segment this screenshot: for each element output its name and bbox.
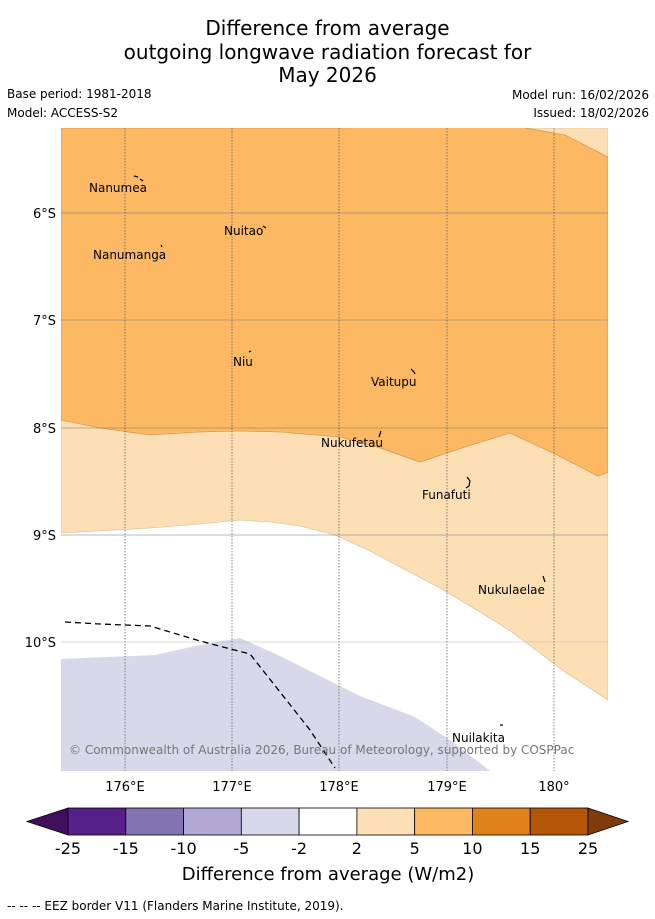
island-nanumea bbox=[133, 175, 144, 182]
island-nuitao bbox=[262, 225, 267, 229]
colorbar-segment bbox=[125, 807, 184, 836]
colorbar-segment bbox=[529, 807, 589, 836]
place-label-vaitupu: Vaitupu bbox=[371, 375, 417, 389]
place-label-nukulaelae: Nukulaelae bbox=[478, 583, 545, 597]
y-tick-label: 8°S bbox=[33, 422, 56, 437]
colorbar-segment bbox=[472, 807, 531, 836]
place-label-nanumanga: Nanumanga bbox=[93, 248, 166, 262]
colorbar-labels: -25 -15 -10 -5 -2 2 5 10 15 25 bbox=[55, 839, 598, 858]
island-vaitupu bbox=[410, 368, 416, 375]
map-area bbox=[61, 128, 608, 771]
island-niu bbox=[248, 350, 252, 353]
place-label-funafuti: Funafuti bbox=[422, 488, 471, 502]
anomaly-region-neg5-neg2 bbox=[61, 638, 490, 771]
place-names: Nanumea Nuitao Nanumanga Niu Vaitupu Nuk… bbox=[89, 181, 545, 745]
x-axis: 176°E 177°E 178°E 179°E 180° bbox=[105, 780, 569, 795]
y-tick-label: 6°S bbox=[33, 207, 56, 222]
island-marks bbox=[133, 175, 546, 726]
title-line-2: outgoing longwave radiation forecast for bbox=[123, 40, 532, 64]
y-tick-label: 9°S bbox=[33, 529, 56, 544]
place-label-nanumea: Nanumea bbox=[89, 181, 147, 195]
anomaly-region-5-10 bbox=[61, 128, 608, 477]
place-label-nuitao: Nuitao bbox=[224, 224, 263, 238]
colorbar-tick-label: -2 bbox=[291, 839, 307, 858]
colorbar bbox=[25, 807, 630, 836]
y-tick-label: 7°S bbox=[33, 314, 56, 329]
colorbar-title: Difference from average (W/m2) bbox=[182, 864, 474, 885]
place-label-niu: Niu bbox=[233, 355, 253, 369]
x-tick-label: 180° bbox=[538, 780, 569, 795]
island-nanumanga bbox=[160, 244, 163, 248]
x-tick-label: 179°E bbox=[427, 780, 467, 795]
y-axis: 6°S 7°S 8°S 9°S 10°S bbox=[25, 207, 56, 651]
meridians bbox=[124, 128, 555, 771]
title-line-3: May 2026 bbox=[278, 63, 377, 87]
model-run: Model run: 16/02/2026 bbox=[511, 88, 649, 102]
colorbar-tick-label: 10 bbox=[462, 839, 482, 858]
x-tick-label: 177°E bbox=[212, 780, 252, 795]
colorbar-tick-label: 25 bbox=[578, 839, 598, 858]
colorbar-extend-low bbox=[25, 807, 69, 836]
issued-date: Issued: 18/02/2026 bbox=[533, 106, 649, 120]
colorbar-tick-label: -15 bbox=[113, 839, 139, 858]
eez-border bbox=[64, 621, 336, 769]
place-label-nukufetau: Nukufetau bbox=[321, 436, 383, 450]
model-name: Model: ACCESS-S2 bbox=[7, 106, 119, 120]
eez-legend-note: -- -- -- EEZ border V11 (Flanders Marine… bbox=[7, 899, 344, 913]
colorbar-segment bbox=[183, 807, 242, 836]
colorbar-tick-label: -25 bbox=[55, 839, 81, 858]
base-period: Base period: 1981-2018 bbox=[7, 87, 152, 101]
colorbar-tick-label: 15 bbox=[520, 839, 540, 858]
colorbar-tick-label: -5 bbox=[233, 839, 249, 858]
colorbar-segment bbox=[298, 807, 358, 836]
island-nukufetau bbox=[378, 430, 382, 438]
island-funafuti bbox=[465, 476, 471, 489]
colorbar-segment bbox=[240, 807, 300, 836]
place-label-nuilakita: Nuilakita bbox=[452, 731, 505, 745]
colorbar-tick-label: 2 bbox=[352, 839, 362, 858]
colorbar-tick-label: -10 bbox=[170, 839, 196, 858]
title-line-1: Difference from average bbox=[205, 16, 450, 40]
colorbar-segment bbox=[67, 807, 127, 836]
island-nukulaelae bbox=[542, 575, 546, 583]
copyright-note: © Commonwealth of Australia 2026, Bureau… bbox=[69, 743, 574, 757]
colorbar-segment bbox=[414, 807, 473, 836]
grid bbox=[61, 212, 608, 643]
colorbar-tick-label: 5 bbox=[410, 839, 420, 858]
colorbar-extend-high bbox=[587, 807, 630, 836]
x-tick-label: 178°E bbox=[319, 780, 359, 795]
colorbar-segment bbox=[356, 807, 416, 836]
y-tick-label: 10°S bbox=[25, 636, 56, 651]
x-tick-label: 176°E bbox=[105, 780, 145, 795]
